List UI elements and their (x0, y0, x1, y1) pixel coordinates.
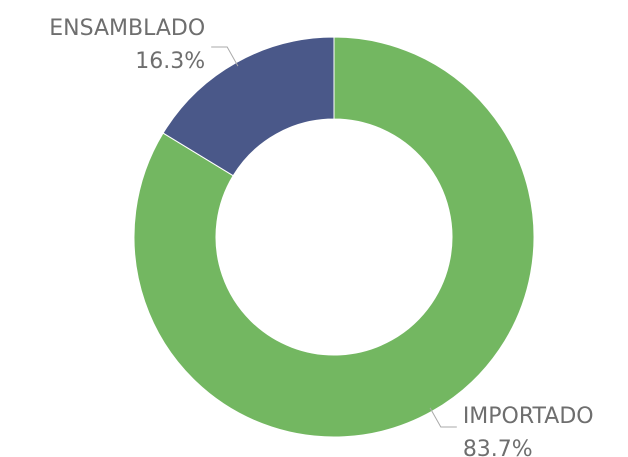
donut-slice (133, 36, 535, 438)
leader-line (429, 407, 457, 428)
leader-line (211, 46, 239, 67)
slice-value-label: 16.3% (135, 49, 205, 74)
slice-label: IMPORTADO (463, 404, 594, 429)
slice-value-label: 83.7% (463, 437, 533, 457)
slice-label: ENSAMBLADO (49, 16, 205, 41)
donut-slice (162, 36, 335, 177)
